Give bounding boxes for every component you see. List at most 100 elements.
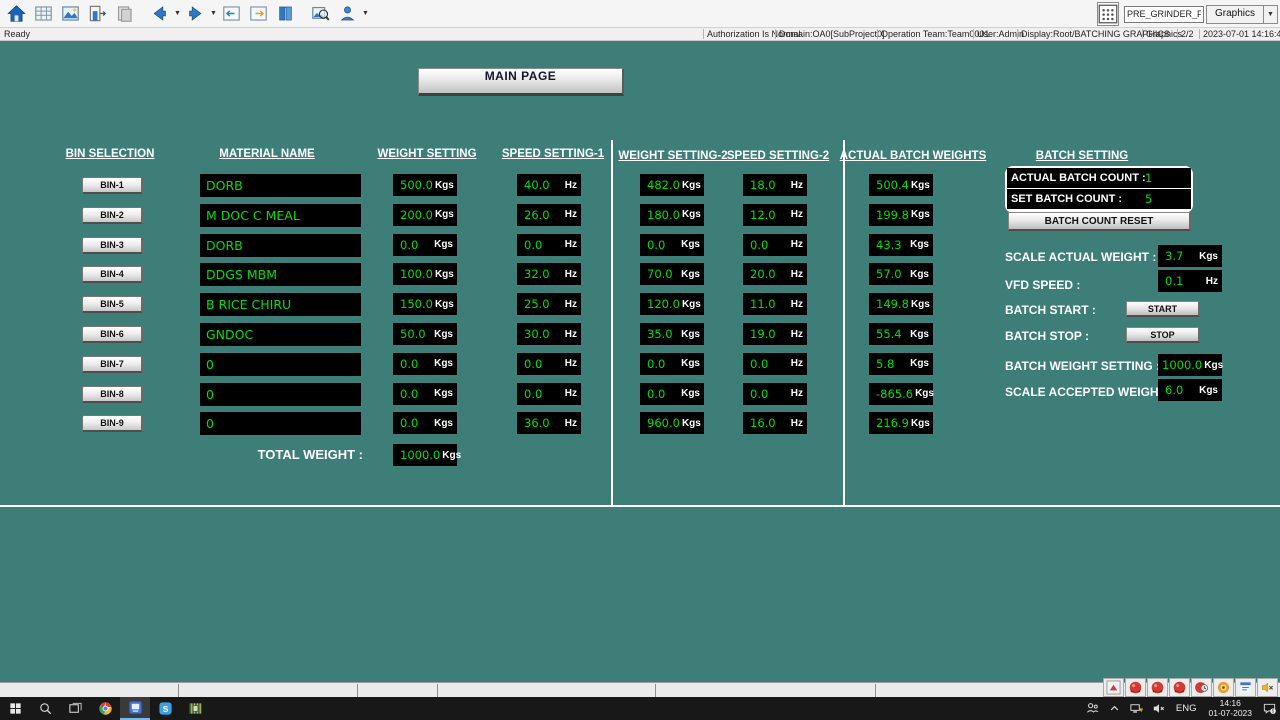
start-icon[interactable] [0,697,30,720]
bin-button-8[interactable]: BIN-8 [82,385,143,403]
weight-setting-value[interactable]: 0.0 Kgs [393,382,457,405]
speed-setting-2-value[interactable]: 20.0 Hz [743,263,807,286]
user-person-icon[interactable] [334,1,360,26]
numpad-icon[interactable] [1096,2,1119,26]
speed-setting-2-value[interactable]: 11.0 Hz [743,293,807,316]
graphics-pic-icon[interactable] [57,1,83,26]
scroll-up-triangle-icon[interactable] [1103,678,1124,697]
graphics-dropdown-caret[interactable]: ▼ [1264,4,1278,24]
alarm-orb-icon[interactable] [1169,678,1190,697]
window-prev-icon[interactable] [218,1,244,26]
search-icon[interactable] [30,697,60,720]
network-warning-icon[interactable]: ! [1126,697,1148,720]
paste-page-icon[interactable] [111,1,137,26]
weight-setting-2-value[interactable]: 70.0 Kgs [640,263,704,286]
bin-button-1[interactable]: BIN-1 [82,177,143,194]
speed-setting-1-value[interactable]: 0.0 Hz [517,233,581,256]
weight-setting-value[interactable]: 0.0 Kgs [393,412,457,435]
speaker-warning-icon[interactable] [1257,678,1278,697]
strip-tick [875,684,876,697]
speed-setting-2-value[interactable]: 0.0 Hz [743,233,807,256]
speed-setting-1-value[interactable]: 36.0 Hz [517,412,581,435]
weight-setting-2-value[interactable]: 0.0 Kgs [640,233,704,256]
unit-label: Hz [790,268,803,280]
speed-setting-1-value[interactable]: 30.0 Hz [517,323,581,345]
batch-stop-button[interactable]: STOP [1126,327,1200,343]
forward-arrow-icon[interactable] [182,1,208,26]
weight-setting-value[interactable]: 150.0 Kgs [393,293,457,316]
main-page-button[interactable]: MAIN PAGE [418,68,624,96]
bin-button-2[interactable]: BIN-2 [82,206,143,224]
alarm-clock-orb-icon[interactable] [1191,678,1212,697]
forward-arrow-dropdown-caret[interactable]: ▼ [210,10,217,17]
speed-setting-1-value[interactable]: 26.0 Hz [517,203,581,226]
weight-setting-2-value[interactable]: 120.0 Kgs [640,293,704,316]
plc-app-icon[interactable] [180,697,210,720]
speed-setting-1-value[interactable]: 40.0 Hz [517,174,581,196]
task-view-icon[interactable] [60,697,90,720]
weight-setting-2-value[interactable]: 482.0 Kgs [640,174,704,196]
status-separator [703,29,704,39]
library-book-icon[interactable] [272,1,298,26]
language-indicator[interactable]: ENG [1175,703,1197,714]
graphics-mode-button[interactable]: Graphics [1205,4,1264,24]
weight-setting-value[interactable]: 200.0 Kgs [393,203,457,226]
notification-center-icon[interactable]: 5 [1258,697,1280,720]
back-arrow-dropdown-caret[interactable]: ▼ [174,10,181,17]
weight-setting-value[interactable]: 100.0 Kgs [393,263,457,286]
window-next-icon[interactable] [245,1,271,26]
header-weight-setting-2: WEIGHT SETTING-2 [618,150,728,162]
exit-door-icon[interactable] [84,1,110,26]
set-batch-count-value[interactable]: 5 [1145,192,1153,206]
unit-label: Hz [564,179,577,191]
scale-accepted-weight-value[interactable]: 6.0 Kgs [1158,379,1222,401]
weight-setting-value[interactable]: 50.0 Kgs [393,323,457,345]
batch-weight-setting-value[interactable]: 1000.0 Kgs [1158,354,1223,376]
home-icon[interactable] [3,1,29,26]
speed-setting-2-value[interactable]: 0.0 Hz [743,382,807,405]
weight-setting-value[interactable]: 0.0 Kgs [393,352,457,375]
worksheet-icon[interactable] [30,1,56,26]
speed-setting-2-value[interactable]: 16.0 Hz [743,412,807,435]
bin-button-3[interactable]: BIN-3 [82,236,143,254]
speed-setting-1-value[interactable]: 0.0 Hz [517,352,581,375]
speed-setting-2-value[interactable]: 19.0 Hz [743,323,807,345]
bin-button-4[interactable]: BIN-4 [82,266,143,284]
weight-setting-2-value[interactable]: 0.0 Kgs [640,352,704,375]
speed-setting-1-value[interactable]: 0.0 Hz [517,382,581,405]
bin-button-5[interactable]: BIN-5 [82,296,143,314]
bin-button-6[interactable]: BIN-6 [82,326,143,343]
speed-setting-1-value-number: 25.0 [524,297,550,312]
speed-setting-1-value[interactable]: 25.0 Hz [517,293,581,316]
weight-setting-value[interactable]: 500.0 Kgs [393,174,457,196]
people-icon[interactable] [1082,697,1104,720]
find-picture-icon[interactable] [307,1,333,26]
target-orb-icon[interactable] [1213,678,1234,697]
speed-setting-1-value[interactable]: 32.0 Hz [517,263,581,286]
back-arrow-icon[interactable] [146,1,172,26]
batch-start-button[interactable]: START [1126,301,1200,317]
skype-icon[interactable]: S [150,697,180,720]
hmi-app-icon[interactable] [120,697,150,720]
info-doc-icon[interactable] [1235,678,1256,697]
batch-count-reset-button[interactable]: BATCH COUNT RESET [1008,212,1191,231]
volume-muted-icon[interactable] [1148,697,1170,720]
clock-indicator[interactable]: 14:16 01-07-2023 [1203,698,1258,719]
alarm-orb-icon[interactable] [1125,678,1146,697]
speed-setting-2-value[interactable]: 0.0 Hz [743,352,807,375]
weight-setting-2-value[interactable]: 0.0 Kgs [640,382,704,405]
bin-button-7[interactable]: BIN-7 [82,355,143,373]
chrome-icon[interactable] [90,697,120,720]
weight-setting-2-value[interactable]: 35.0 Kgs [640,323,704,345]
speed-setting-2-value[interactable]: 12.0 Hz [743,203,807,226]
unit-label: Kgs [910,298,930,310]
speed-setting-2-value[interactable]: 18.0 Hz [743,174,807,196]
user-person-dropdown-caret[interactable]: ▼ [362,10,369,17]
weight-setting-2-value[interactable]: 180.0 Kgs [640,203,704,226]
alarm-orb-icon[interactable] [1147,678,1168,697]
tray-chevron-up-icon[interactable] [1104,697,1126,720]
display-name-input[interactable] [1123,5,1204,23]
weight-setting-value[interactable]: 0.0 Kgs [393,233,457,256]
bin-button-9[interactable]: BIN-9 [82,415,143,433]
weight-setting-2-value[interactable]: 960.0 Kgs [640,412,704,435]
